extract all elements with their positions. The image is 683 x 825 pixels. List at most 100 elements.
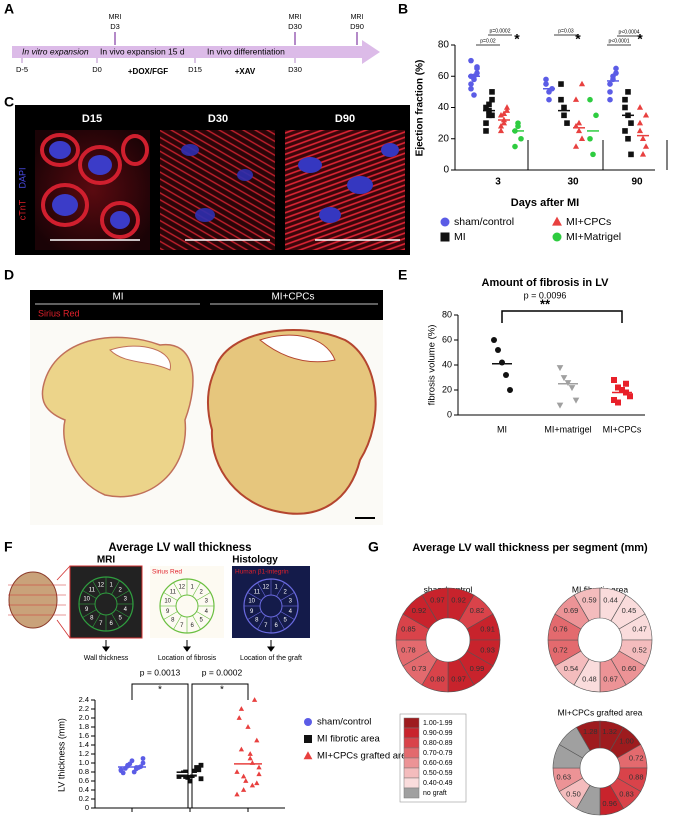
segment-divider (280, 611, 295, 620)
point (489, 96, 495, 103)
segment-label: 0.85 (401, 624, 416, 633)
point (572, 143, 580, 149)
point (304, 718, 312, 726)
y-tick-label: 1.8 (79, 722, 89, 731)
segment-label: 0.47 (632, 624, 647, 633)
segment-label: 0.59 (582, 595, 597, 604)
point (607, 96, 613, 103)
heart-section (41, 336, 194, 498)
y-tick-label: 0.2 (79, 794, 89, 803)
y-tick-label: 80 (442, 309, 452, 319)
segment-number: 2 (118, 587, 122, 593)
y-tick-label: 1.6 (79, 731, 89, 740)
y-tick-label: 60 (442, 334, 452, 344)
segment-number: 8 (255, 618, 259, 624)
legend-label: 0.50-0.59 (423, 770, 453, 777)
micrograph (285, 130, 405, 250)
segment-label: 0.91 (480, 624, 495, 633)
point (590, 151, 596, 158)
legend-label: MI fibrotic area (317, 734, 381, 745)
image-caption: Location of the graft (240, 655, 302, 662)
x-tick-label: MI+matrigel (544, 424, 591, 434)
segment-number: 12 (262, 584, 269, 590)
point (518, 135, 524, 142)
segment-label: 0.48 (582, 675, 597, 684)
segment-label: 0.76 (553, 624, 568, 633)
segment-number: 4 (289, 609, 293, 615)
point (561, 112, 567, 119)
segment-number: 10 (248, 598, 255, 604)
point (474, 64, 480, 70)
segment-label: 0.69 (564, 606, 579, 615)
day-label: D30 (288, 65, 302, 74)
point (558, 96, 564, 103)
point (489, 112, 495, 119)
segment (402, 594, 438, 630)
phase-label: In vivo differentiation (207, 46, 285, 56)
point (619, 387, 625, 393)
segment-label: 0.78 (401, 646, 416, 655)
bracket (131, 683, 189, 808)
point (615, 384, 621, 391)
segment-number: 1 (110, 582, 114, 588)
segment-label: 0.63 (556, 773, 571, 782)
panel-title: Average LV wall thickness per segment (m… (412, 542, 648, 554)
stain-label: cTnT (17, 199, 27, 220)
y-axis-label: fibrosis volume (%) (427, 325, 438, 406)
point (486, 112, 492, 119)
bracket (191, 683, 249, 808)
mri-day: D90 (350, 22, 364, 31)
segment-number: 6 (275, 623, 279, 629)
point (628, 120, 634, 126)
point (256, 771, 262, 777)
point (483, 128, 489, 134)
point (575, 127, 583, 134)
point (636, 104, 644, 110)
segment-number: 3 (205, 598, 209, 604)
point (500, 119, 508, 126)
segment-label: 0.92 (412, 606, 427, 615)
y-tick-label: 0.6 (79, 776, 89, 785)
segment-divider (257, 615, 266, 630)
significance: ** (540, 296, 551, 311)
legend-swatch (403, 787, 420, 799)
segment-number: 4 (205, 609, 209, 615)
segment-label: 0.72 (629, 753, 644, 762)
point (623, 380, 629, 387)
legend-label: MI (454, 231, 466, 243)
zoom-line (56, 619, 71, 639)
point (627, 393, 633, 400)
x-tick-label: 90 (631, 177, 643, 188)
stain-label: Human β1-integrin (235, 569, 289, 576)
legend-label: 0.60-0.69 (423, 760, 453, 767)
segment (554, 594, 590, 630)
point (564, 120, 570, 126)
point (194, 765, 199, 770)
phase-label: In vivo expansion 15 d (100, 46, 185, 56)
point (486, 101, 492, 108)
p-value: p=0.02 (480, 38, 496, 44)
legend-label: 1.00-1.99 (423, 720, 453, 727)
legend-label: 0.80-0.89 (423, 740, 453, 747)
point (245, 724, 251, 729)
x-tick-label: 3 (495, 177, 501, 188)
point (495, 347, 501, 353)
segment-divider (173, 582, 182, 597)
legend-swatch (403, 727, 420, 739)
segment-label: 0.82 (470, 606, 485, 615)
point (483, 104, 489, 111)
legend-label: 0.70-0.79 (423, 750, 453, 757)
significance: * (158, 685, 162, 696)
x-tick-label: MI (497, 424, 507, 434)
segment-number: 8 (171, 618, 175, 624)
segment-divider (196, 611, 211, 620)
segment-number: 1 (191, 584, 195, 590)
point (611, 397, 617, 403)
point (543, 76, 549, 83)
treatment-label: +XAV (235, 67, 256, 76)
legend-swatch (403, 767, 420, 779)
segment-divider (92, 580, 101, 595)
segment-divider (92, 613, 101, 628)
point (593, 112, 599, 119)
